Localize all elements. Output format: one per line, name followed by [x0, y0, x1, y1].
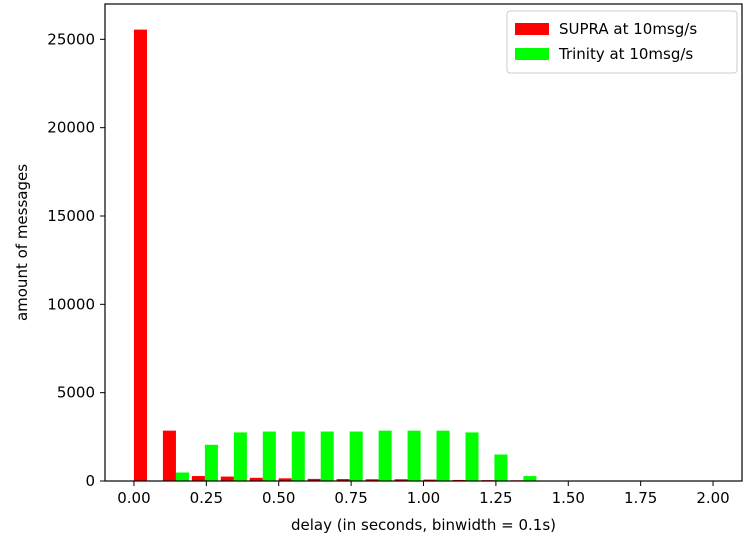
axes-layer: 0.00 0.25 0.50 0.75 1.00 1.25 1.50 1.75 2.00 0 500… — [47, 3, 743, 507]
bar-trinity-at-10msg-s-2 — [204, 444, 218, 481]
x-tick-label: 1.75 — [624, 489, 657, 507]
x-tick-label: 1.00 — [407, 489, 440, 507]
bar-trinity-at-10msg-s-6 — [320, 431, 334, 481]
legend-swatch — [515, 48, 549, 60]
y-tick-label: 15000 — [47, 207, 95, 225]
x-axis-title: delay (in seconds, binwidth = 0.1s) — [291, 516, 556, 534]
y-tick-label: 0 — [85, 472, 95, 490]
bar-supra-at-10msg-s-10 — [423, 479, 437, 481]
bar-trinity-at-10msg-s-5 — [291, 431, 305, 481]
x-tick-label: 1.50 — [552, 489, 585, 507]
bar-supra-at-10msg-s-1 — [162, 430, 176, 481]
plot-frame — [104, 3, 743, 482]
bar-supra-at-10msg-s-0 — [133, 29, 147, 481]
y-tick-label: 10000 — [47, 295, 95, 313]
bar-supra-at-10msg-s-3 — [220, 476, 234, 481]
bar-supra-at-10msg-s-7 — [336, 479, 350, 481]
bar-trinity-at-10msg-s-9 — [407, 430, 421, 481]
bar-trinity-at-10msg-s-11 — [465, 432, 479, 481]
bar-trinity-at-10msg-s-10 — [436, 430, 450, 481]
x-tick-label: 0.75 — [334, 489, 367, 507]
bar-trinity-at-10msg-s-4 — [262, 431, 276, 481]
bar-trinity-at-10msg-s-3 — [233, 432, 247, 481]
bars-layer — [133, 29, 537, 481]
bar-supra-at-10msg-s-6 — [307, 478, 321, 481]
legend-label: Trinity at 10msg/s — [558, 45, 693, 63]
y-tick-label: 25000 — [47, 30, 95, 48]
bar-supra-at-10msg-s-2 — [191, 476, 205, 481]
bar-trinity-at-10msg-s-8 — [378, 430, 392, 481]
bar-supra-at-10msg-s-4 — [249, 477, 263, 481]
bar-supra-at-10msg-s-9 — [394, 479, 408, 481]
legend: SUPRA at 10msg/s Trinity at 10msg/s — [506, 10, 738, 74]
legend-box — [506, 10, 738, 74]
bar-trinity-at-10msg-s-7 — [349, 431, 363, 481]
bar-trinity-at-10msg-s-13 — [523, 476, 537, 481]
bar-trinity-at-10msg-s-1 — [175, 472, 189, 481]
y-axis-title: amount of messages — [13, 164, 31, 321]
x-tick-label: 0.25 — [190, 489, 223, 507]
x-tick-label: 1.25 — [479, 489, 512, 507]
legend-label: SUPRA at 10msg/s — [559, 20, 697, 38]
x-tick-label: 2.00 — [696, 489, 729, 507]
legend-swatch — [515, 23, 549, 35]
x-tick-label: 0.00 — [117, 489, 150, 507]
x-tick-label: 0.50 — [262, 489, 295, 507]
y-tick-label: 5000 — [57, 384, 95, 402]
bar-supra-at-10msg-s-5 — [278, 478, 292, 481]
bar-supra-at-10msg-s-8 — [365, 479, 379, 481]
y-tick-label: 20000 — [47, 119, 95, 137]
bar-trinity-at-10msg-s-12 — [494, 454, 508, 481]
